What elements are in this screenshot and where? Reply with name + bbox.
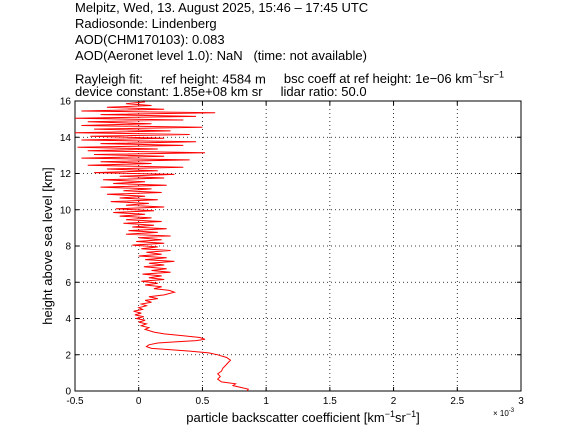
x-tick-label: -0.5 (66, 396, 84, 407)
x-axis-exponent: × 10-3 (493, 408, 515, 418)
lidar-ratio: lidar ratio: 50.0 (280, 84, 367, 99)
y-tick-label: 4 (65, 314, 71, 325)
x-tick-label: 0.5 (195, 396, 209, 407)
x-tick-label: 0 (136, 396, 142, 407)
device-constant: device constant: 1.85e+08 km sr (75, 84, 263, 99)
x-axis-label: particle backscatter coefficient [km−1sr… (186, 409, 419, 425)
y-tick-label: 16 (60, 97, 72, 108)
title-location-time: Melpitz, Wed, 13. August 2025, 15:46 – 1… (75, 0, 369, 15)
y-tick-label: 0 (65, 387, 71, 398)
y-tick-label: 2 (65, 350, 71, 361)
aod-aeronet-info: AOD(Aeronet level 1.0): NaN (time: not a… (75, 48, 367, 64)
aod-aeronet-value: AOD(Aeronet level 1.0): NaN (75, 48, 243, 63)
y-tick-label: 12 (60, 169, 72, 180)
y-tick-label: 14 (60, 133, 72, 144)
y-axis-label: height above sea level [km] (40, 167, 55, 325)
aod-chm-info: AOD(CHM170103): 0.083 (75, 32, 225, 47)
x-tick-label: 2 (391, 396, 397, 407)
device-constant-info: device constant: 1.85e+08 km sr lidar ra… (75, 84, 367, 100)
x-tick-label: 1.5 (323, 396, 337, 407)
bsc-coefficient-at-ref: bsc coeff at ref height: 1e−06 km−1sr−1 (283, 70, 504, 87)
aod-aeronet-time: (time: not available) (253, 48, 367, 63)
rayleigh-fit-label: Rayleigh fit: (75, 71, 143, 87)
reference-height: ref height: 4584 m (160, 71, 266, 87)
backscatter-profile-line (74, 101, 250, 392)
y-tick-label: 6 (65, 278, 71, 289)
y-tick-label: 8 (65, 242, 71, 253)
rayleigh-fit-info: Rayleigh fit: ref height: 4584 m bsc coe… (75, 67, 504, 87)
y-tick-label: 10 (60, 205, 72, 216)
x-tick-label: 2.5 (450, 396, 464, 407)
x-tick-label: 3 (518, 396, 524, 407)
axis-ticks (74, 100, 522, 392)
radiosonde-info: Radiosonde: Lindenberg (75, 16, 217, 31)
x-tick-label: 1 (263, 396, 269, 407)
